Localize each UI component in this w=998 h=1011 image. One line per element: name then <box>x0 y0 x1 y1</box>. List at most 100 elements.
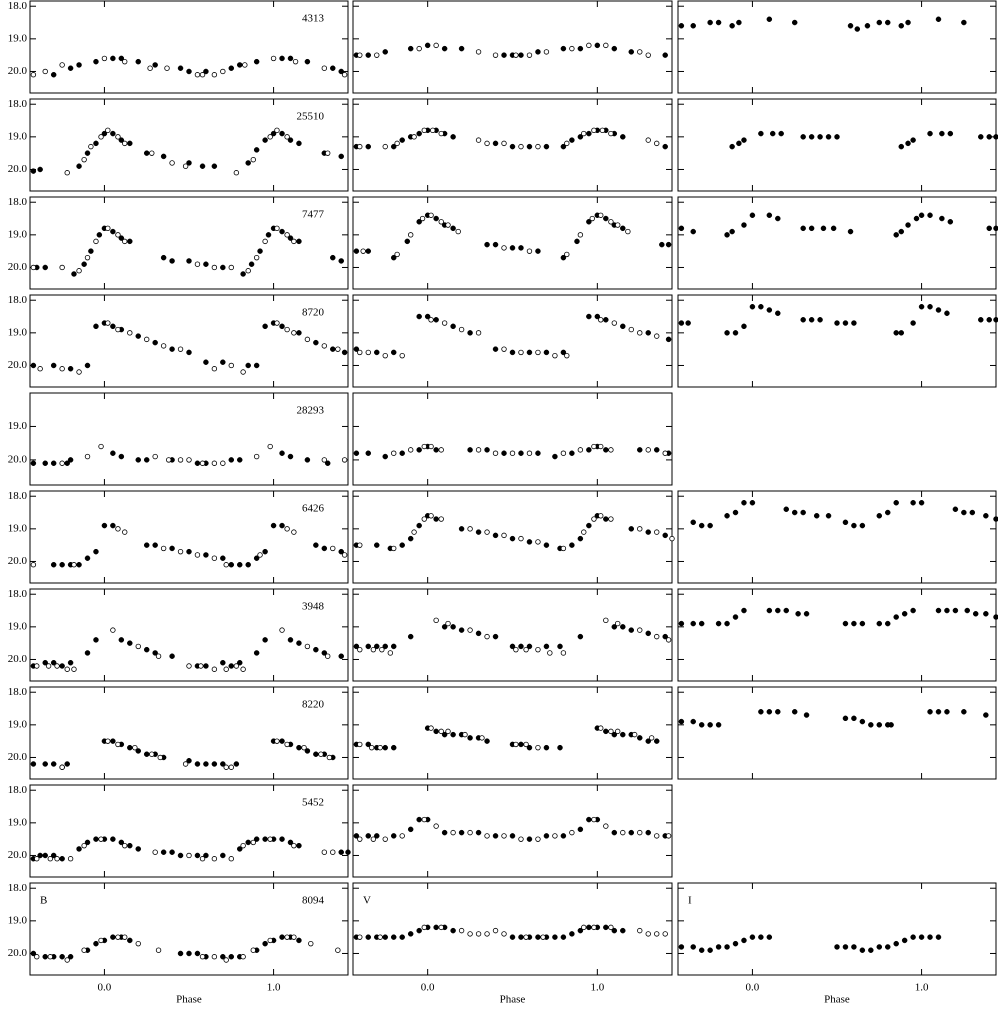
open-point <box>609 517 614 522</box>
open-point <box>292 239 297 244</box>
filled-point <box>620 624 625 629</box>
filled-point <box>699 948 704 953</box>
filled-point <box>919 935 924 940</box>
filled-point <box>994 134 998 139</box>
filled-point <box>877 944 882 949</box>
open-point <box>654 141 659 146</box>
panel-frame <box>678 883 996 975</box>
filled-point <box>102 523 107 528</box>
filled-point <box>792 510 797 515</box>
open-point <box>116 327 121 332</box>
filled-point <box>110 451 115 456</box>
open-point <box>383 144 388 149</box>
open-point <box>241 954 246 959</box>
open-point <box>524 647 529 652</box>
open-point <box>342 553 347 558</box>
filled-point <box>796 611 801 616</box>
filled-point <box>987 226 992 231</box>
filled-point <box>646 530 651 535</box>
x-tick-label: 1.0 <box>915 982 929 994</box>
y-tick-label: 18.0 <box>8 196 28 208</box>
open-point <box>322 850 327 855</box>
open-point <box>570 46 575 51</box>
x-tick-label: 1.0 <box>590 982 604 994</box>
filled-point <box>944 608 949 613</box>
filled-point <box>136 334 141 339</box>
filled-point <box>851 716 856 721</box>
open-point <box>609 219 614 224</box>
filled-point <box>127 938 132 943</box>
open-point <box>72 562 77 567</box>
open-point <box>391 451 396 456</box>
open-point <box>366 350 371 355</box>
open-point <box>476 138 481 143</box>
filled-point <box>646 330 651 335</box>
filled-point <box>161 255 166 260</box>
open-point <box>308 941 313 946</box>
star-id: 28293 <box>297 405 325 417</box>
open-point <box>285 935 290 940</box>
filled-point <box>237 62 242 67</box>
filled-point <box>110 935 115 940</box>
filled-point <box>851 523 856 528</box>
open-point <box>480 736 485 741</box>
panel-frame <box>353 197 672 289</box>
filled-point <box>502 53 507 58</box>
open-point <box>60 461 65 466</box>
open-point <box>536 837 541 842</box>
filled-point <box>93 59 98 64</box>
filled-point <box>296 843 301 848</box>
filled-point <box>391 350 396 355</box>
open-point <box>581 131 586 136</box>
open-point <box>268 837 273 842</box>
filled-point <box>578 46 583 51</box>
open-point <box>302 745 307 750</box>
open-point <box>609 131 614 136</box>
filled-point <box>93 637 98 642</box>
filled-point <box>493 242 498 247</box>
open-point <box>468 628 473 633</box>
open-point <box>195 553 200 558</box>
open-point <box>77 268 82 273</box>
filled-point <box>85 151 90 156</box>
filled-point <box>691 229 696 234</box>
filled-point <box>43 761 48 766</box>
open-point <box>99 938 104 943</box>
open-point <box>485 634 490 639</box>
filled-point <box>170 258 175 263</box>
open-point <box>221 69 226 74</box>
open-point <box>615 729 620 734</box>
open-point <box>654 834 659 839</box>
open-point <box>412 530 417 535</box>
open-point <box>536 745 541 750</box>
open-point <box>422 817 427 822</box>
open-point <box>149 151 154 156</box>
filled-point <box>246 160 251 165</box>
open-point <box>654 334 659 339</box>
filled-point <box>663 144 668 149</box>
open-point <box>371 647 376 652</box>
filled-point <box>170 546 175 551</box>
open-point <box>82 948 87 953</box>
open-point <box>212 954 217 959</box>
filled-point <box>725 944 730 949</box>
star-id: 8094 <box>302 895 325 907</box>
filled-point <box>280 739 285 744</box>
open-point <box>388 651 393 656</box>
filled-point <box>741 938 746 943</box>
filled-point <box>170 347 175 352</box>
filled-point <box>136 59 141 64</box>
filled-point <box>280 523 285 528</box>
filled-point <box>280 131 285 136</box>
filled-point <box>161 154 166 159</box>
filled-point <box>485 739 490 744</box>
open-point <box>55 664 60 669</box>
filled-point <box>144 457 149 462</box>
filled-point <box>330 255 335 260</box>
open-point <box>439 925 444 930</box>
filled-point <box>296 745 301 750</box>
open-point <box>395 252 400 257</box>
open-point <box>587 43 592 48</box>
panel-frame <box>678 687 996 779</box>
open-point <box>626 229 631 234</box>
